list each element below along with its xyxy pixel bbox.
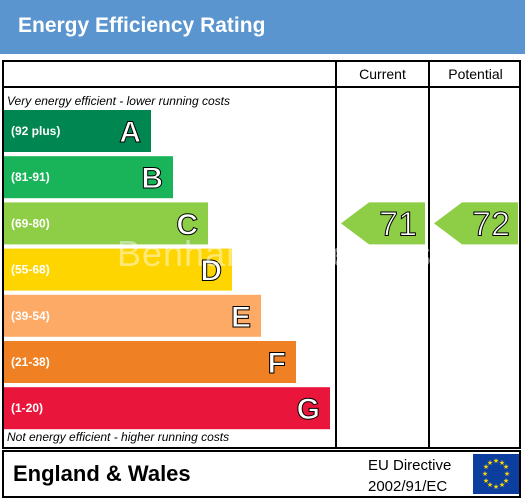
eu-flag-icon: ★ ★ ★ ★ ★ ★ ★ ★ ★ ★ ★ ★: [473, 454, 519, 494]
band-g-bar: [4, 387, 330, 430]
current-value: 71: [379, 205, 417, 243]
inefficient-note: Not energy efficient - higher running co…: [7, 430, 230, 444]
band-g-letter: G: [297, 393, 320, 426]
eu-directive-number: 2002/91/EC: [368, 478, 448, 495]
band-f-letter: F: [268, 347, 286, 380]
band-a-bar: [4, 110, 151, 152]
efficient-note: Very energy efficient - lower running co…: [7, 94, 230, 108]
band-b-letter: B: [141, 162, 163, 195]
svg-text:★: ★: [493, 457, 499, 465]
potential-column-header: Potential: [448, 66, 503, 82]
svg-text:★: ★: [499, 481, 505, 489]
band-b-range: (81-91): [11, 170, 50, 184]
eu-directive-label: EU Directive: [368, 457, 452, 474]
band-d-bar: [4, 248, 232, 291]
band-f-bar: [4, 341, 296, 383]
svg-text:★: ★: [493, 483, 499, 491]
band-c-bar: [4, 202, 208, 245]
svg-text:★: ★: [503, 463, 509, 471]
column-divider: [335, 60, 337, 449]
band-e-range: (39-54): [11, 309, 50, 323]
band-a-range: (92 plus): [11, 124, 60, 138]
region-label: England & Wales: [13, 461, 191, 486]
potential-value: 72: [472, 205, 510, 243]
page-title: Energy Efficiency Rating: [18, 14, 266, 37]
band-g-range: (1-20): [11, 401, 43, 415]
header-divider: [2, 86, 521, 88]
svg-text:★: ★: [504, 470, 510, 478]
band-d-range: (55-68): [11, 263, 50, 277]
svg-text:★: ★: [487, 459, 493, 467]
band-d-letter: D: [200, 255, 222, 288]
band-b-bar: [4, 156, 173, 199]
band-c-range: (69-80): [11, 216, 50, 230]
svg-text:★: ★: [499, 459, 505, 467]
current-column-header: Current: [359, 66, 406, 82]
header-bar: Energy Efficiency Rating: [0, 0, 525, 54]
footer-bar: [2, 450, 521, 498]
potential-arrow: [434, 202, 518, 245]
svg-text:★: ★: [482, 470, 488, 478]
band-c-letter: C: [176, 208, 198, 241]
watermark: Benham & Reeves: [117, 233, 433, 274]
svg-text:★: ★: [483, 477, 489, 485]
rating-table: [2, 60, 521, 449]
band-e-letter: E: [231, 301, 251, 334]
column-divider: [428, 60, 430, 449]
band-e-bar: [4, 294, 261, 337]
svg-text:★: ★: [487, 481, 493, 489]
svg-text:★: ★: [503, 477, 509, 485]
current-arrow: [341, 202, 425, 245]
band-f-range: (21-38): [11, 355, 50, 369]
band-a-letter: A: [119, 116, 141, 149]
svg-text:★: ★: [483, 463, 489, 471]
